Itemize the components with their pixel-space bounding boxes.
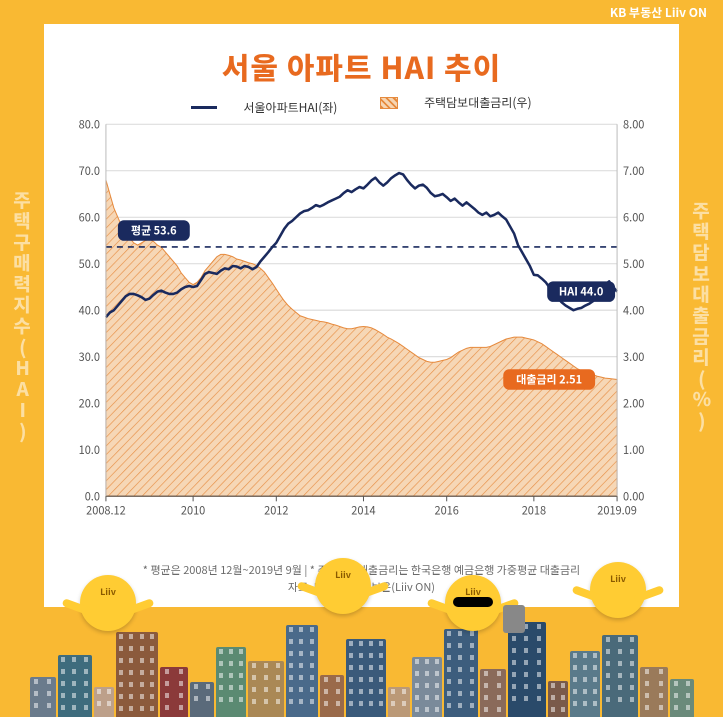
svg-text:50.0: 50.0 (79, 256, 100, 272)
svg-text:8.00: 8.00 (623, 116, 644, 132)
building (388, 687, 410, 717)
brand-text: KB 부동산 Liiv ON (610, 4, 707, 21)
svg-text:3.00: 3.00 (623, 349, 644, 365)
svg-text:80.0: 80.0 (79, 116, 100, 132)
svg-text:10.0: 10.0 (79, 442, 100, 458)
building (570, 651, 600, 717)
svg-text:5.00: 5.00 (623, 256, 644, 272)
svg-text:2014: 2014 (351, 502, 375, 518)
svg-text:2012: 2012 (264, 502, 288, 518)
brand-header: KB 부동산 Liiv ON (0, 0, 723, 24)
line-swatch (191, 106, 217, 109)
building (670, 679, 694, 717)
svg-text:HAI 44.0: HAI 44.0 (559, 284, 604, 300)
chart-title: 서울 아파트 HAI 추이 (44, 24, 679, 94)
svg-text:2.00: 2.00 (623, 395, 644, 411)
right-side-bar: 주택담보대출금리(%) (679, 24, 723, 607)
infographic-frame: KB 부동산 Liiv ON 주택구매력지수(HAI) 주택담보대출금리(%) … (0, 0, 723, 717)
svg-text:40.0: 40.0 (79, 302, 100, 318)
svg-text:70.0: 70.0 (79, 163, 100, 179)
svg-text:평균 53.6: 평균 53.6 (131, 222, 177, 238)
svg-text:2019.09: 2019.09 (597, 502, 637, 518)
building (480, 669, 506, 717)
building (444, 629, 478, 717)
left-axis-label: 주택구매력지수(HAI) (9, 190, 36, 442)
building (602, 635, 638, 717)
building (190, 682, 214, 717)
building (508, 622, 546, 717)
mascot-icon (80, 575, 136, 631)
svg-text:2010: 2010 (181, 502, 205, 518)
right-axis-label: 주택담보대출금리(%) (688, 200, 715, 431)
svg-text:2008.12: 2008.12 (86, 502, 126, 518)
svg-text:20.0: 20.0 (79, 395, 100, 411)
chart-plot: 0.010.020.030.040.050.060.070.080.00.001… (62, 116, 661, 527)
building (548, 681, 568, 717)
building (216, 647, 246, 717)
mascot-icon (445, 575, 501, 631)
building (286, 625, 318, 717)
svg-text:30.0: 30.0 (79, 349, 100, 365)
building (94, 687, 114, 717)
svg-text:6.00: 6.00 (623, 209, 644, 225)
chart-legend: 서울아파트HAI(좌) 주택담보대출금리(우) (44, 94, 679, 116)
svg-text:4.00: 4.00 (623, 302, 644, 318)
building (160, 667, 188, 717)
area-swatch (380, 97, 398, 109)
building (58, 655, 92, 717)
legend-area-label: 주택담보대출금리(우) (424, 94, 531, 111)
svg-text:2016: 2016 (435, 502, 459, 518)
building (248, 661, 284, 717)
svg-text:1.00: 1.00 (623, 442, 644, 458)
svg-text:60.0: 60.0 (79, 209, 100, 225)
building (412, 657, 442, 717)
svg-text:7.00: 7.00 (623, 163, 644, 179)
legend-area: 주택담보대출금리(우) (370, 94, 541, 111)
legend-line-label: 서울아파트HAI(좌) (243, 99, 337, 116)
building (346, 639, 386, 717)
legend-line: 서울아파트HAI(좌) (181, 99, 347, 116)
building (30, 677, 56, 717)
mascot-icon (315, 558, 371, 614)
chart-card: 서울 아파트 HAI 추이 서울아파트HAI(좌) 주택담보대출금리(우) 0.… (44, 24, 679, 607)
left-side-bar: 주택구매력지수(HAI) (0, 24, 44, 607)
mascot-icon (590, 562, 646, 618)
building (320, 675, 344, 717)
svg-text:대출금리 2.51: 대출금리 2.51 (516, 371, 582, 387)
building (640, 667, 668, 717)
building (116, 632, 158, 717)
svg-text:2018: 2018 (522, 502, 546, 518)
